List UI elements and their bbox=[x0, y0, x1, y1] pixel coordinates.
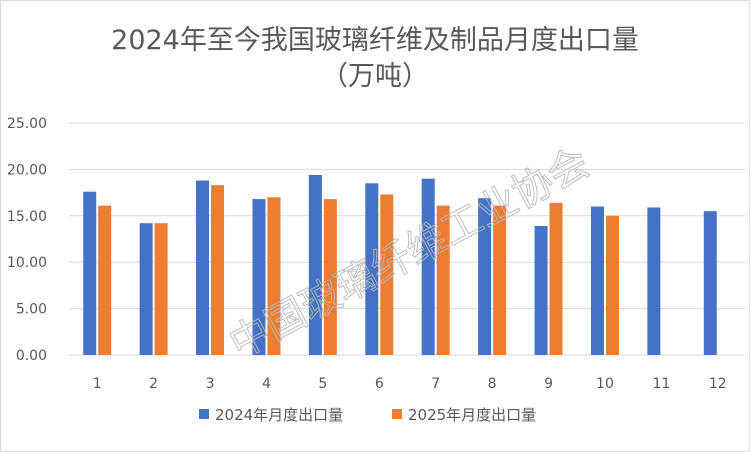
x-tick-label: 8 bbox=[488, 376, 497, 392]
bar-series-2-3 bbox=[211, 185, 225, 355]
x-tick-label: 6 bbox=[375, 376, 384, 392]
bar-series-2-5 bbox=[323, 199, 337, 355]
bar-series-2-1 bbox=[98, 205, 112, 355]
legend-swatch bbox=[199, 409, 209, 419]
legend-label: 2024年月度出口量 bbox=[215, 406, 343, 424]
bar-series-1-12 bbox=[703, 211, 717, 355]
x-tick-label: 3 bbox=[206, 376, 215, 392]
bar-series-1-5 bbox=[308, 174, 322, 355]
x-tick-label: 1 bbox=[93, 376, 102, 392]
bar-series-1-10 bbox=[590, 206, 604, 355]
bar-series-2-10 bbox=[605, 215, 619, 355]
bar-series-2-4 bbox=[267, 197, 281, 355]
bar-series-2-2 bbox=[154, 223, 168, 355]
legend: 2024年月度出口量 2025年月度出口量 bbox=[199, 406, 536, 424]
x-tick-label: 4 bbox=[262, 376, 271, 392]
y-tick-label: 5.00 bbox=[16, 302, 47, 318]
chart-title: 2024年至今我国玻璃纤维及制品月度出口量 （万吨） bbox=[1, 23, 749, 95]
x-tick-label: 9 bbox=[544, 376, 553, 392]
chart-title-main: 2024年至今我国玻璃纤维及制品月度出口量 bbox=[111, 25, 639, 56]
y-tick-label: 0.00 bbox=[16, 348, 47, 364]
bar-series-2-8 bbox=[493, 205, 507, 355]
x-tick-label: 7 bbox=[431, 376, 440, 392]
x-tick-label: 11 bbox=[652, 376, 670, 392]
bar-series-1-11 bbox=[647, 207, 661, 355]
bar-series-1-3 bbox=[196, 180, 210, 355]
chart-title-unit: （万吨） bbox=[321, 61, 429, 92]
y-tick-label: 25.00 bbox=[7, 116, 47, 132]
y-tick-label: 20.00 bbox=[7, 162, 47, 178]
bar-series-1-1 bbox=[83, 191, 97, 355]
bar-series-1-8 bbox=[478, 198, 492, 355]
bar-series-1-2 bbox=[139, 223, 153, 355]
gridlines bbox=[69, 122, 746, 356]
bar-series-1-9 bbox=[534, 226, 548, 355]
bar-series-2-9 bbox=[549, 202, 563, 355]
y-axis-ticks: 0.00 5.00 10.00 15.00 20.00 25.00 bbox=[7, 116, 47, 364]
bar-series-1-6 bbox=[365, 183, 379, 355]
bar-series-1-7 bbox=[421, 178, 435, 355]
bar-series-2-6 bbox=[380, 194, 394, 355]
y-tick-label: 10.00 bbox=[7, 255, 47, 271]
x-tick-label: 5 bbox=[318, 376, 327, 392]
x-tick-label: 10 bbox=[596, 376, 614, 392]
bars bbox=[83, 174, 717, 355]
bar-series-1-4 bbox=[252, 199, 266, 355]
x-tick-label: 12 bbox=[709, 376, 727, 392]
x-axis-ticks: 1 2 3 4 5 6 7 8 9 10 11 12 bbox=[93, 376, 727, 392]
x-tick-label: 2 bbox=[149, 376, 158, 392]
legend-label: 2025年月度出口量 bbox=[408, 406, 536, 424]
legend-swatch bbox=[392, 409, 402, 419]
bar-series-2-7 bbox=[436, 205, 450, 355]
y-tick-label: 15.00 bbox=[7, 209, 47, 225]
